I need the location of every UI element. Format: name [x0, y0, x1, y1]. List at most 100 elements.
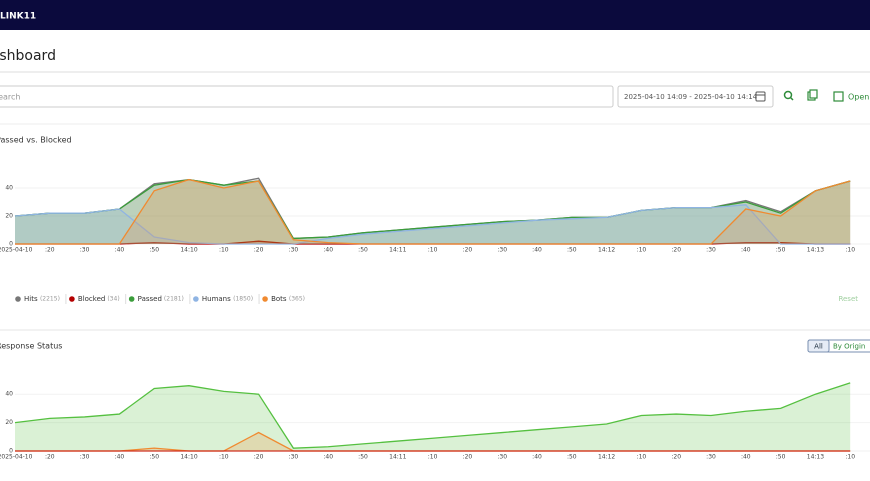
legend-swatch[interactable] [15, 296, 21, 302]
series-line [14, 204, 851, 245]
chart-title: Response Status [0, 342, 62, 351]
x-tick-label: :10 [637, 247, 647, 254]
x-tick-label: :50 [149, 247, 159, 254]
x-tick-label: :20 [45, 247, 55, 254]
page-title: Dashboard [0, 48, 56, 64]
search-input[interactable] [0, 85, 614, 108]
x-tick-label: 14:13 [807, 247, 824, 254]
button-active[interactable] [807, 339, 830, 353]
x-tick-label: 2025-04-10 [0, 454, 33, 461]
x-tick-label: 14:10 [180, 454, 197, 461]
x-tick-label: 14:12 [598, 247, 615, 254]
legend-swatch[interactable] [193, 296, 199, 302]
y-tick-label: 20 [5, 213, 13, 220]
x-tick-label: :20 [463, 247, 473, 254]
legend-count: (34) [107, 296, 119, 303]
x-tick-label: :50 [567, 247, 577, 254]
area-fill [15, 382, 851, 451]
x-tick-label: 14:11 [389, 247, 406, 254]
series-line [15, 178, 851, 245]
calendar-icon [755, 91, 766, 102]
x-tick-label: :40 [741, 454, 751, 461]
search-placeholder: Search [0, 93, 20, 102]
area-fill [15, 178, 851, 244]
y-tick-label: 40 [5, 391, 13, 398]
x-tick-label: :10 [219, 247, 229, 254]
x-tick-label: :20 [671, 247, 681, 254]
x-tick-label: :30 [80, 454, 90, 461]
y-tick-label: 0 [9, 241, 13, 248]
x-tick-label: 14:11 [389, 454, 406, 461]
reset-button[interactable]: Reset [838, 295, 858, 303]
area-fill [15, 241, 851, 244]
legend-label[interactable]: Bots [271, 295, 287, 303]
date-range: 2025-04-10 14:09 - 2025-04-10 14:14 [624, 93, 758, 101]
x-tick-label: :50 [149, 454, 159, 461]
legend-count: (2181) [164, 296, 184, 303]
legend-count: (365) [289, 296, 305, 303]
legend-swatch[interactable] [128, 296, 135, 302]
x-tick-label: :10 [845, 454, 855, 461]
x-tick-label: :30 [289, 454, 299, 461]
series-line [14, 382, 851, 449]
x-tick-label: :10 [845, 247, 855, 254]
open-button[interactable]: Open [833, 91, 869, 102]
x-tick-label: :40 [115, 247, 125, 254]
y-tick-label: 40 [5, 185, 13, 192]
x-tick-label: :10 [637, 454, 647, 461]
x-tick-label: :20 [254, 247, 264, 254]
open-label: Open [848, 93, 869, 102]
x-tick-label: :40 [115, 454, 125, 461]
x-tick-label: 14:10 [180, 247, 197, 254]
x-tick-label: :10 [428, 247, 438, 254]
x-tick-label: :30 [289, 247, 299, 254]
x-tick-label: :20 [671, 454, 681, 461]
x-tick-label: :40 [532, 247, 542, 254]
date-range-input[interactable] [617, 85, 774, 108]
x-tick-label: 14:13 [807, 454, 824, 461]
area-fill [15, 179, 851, 244]
legend-count: (1850) [233, 296, 253, 303]
x-tick-label: :40 [741, 247, 751, 254]
x-tick-label: :50 [358, 247, 368, 254]
legend-label[interactable]: Humans [202, 295, 231, 303]
button-label[interactable]: All [814, 343, 823, 351]
x-tick-label: :30 [497, 247, 507, 254]
x-tick-label: :30 [706, 247, 716, 254]
chart-title: Passed vs. Blocked [0, 136, 72, 145]
x-tick-label: :10 [219, 454, 229, 461]
x-tick-label: :40 [323, 247, 333, 254]
x-tick-label: :20 [463, 454, 473, 461]
copy-button[interactable] [807, 89, 818, 101]
brand: LINK11 [0, 12, 36, 22]
x-tick-label: :10 [428, 454, 438, 461]
x-tick-label: :50 [776, 454, 786, 461]
x-tick-label: 14:12 [598, 454, 615, 461]
button-label[interactable]: By Origin [833, 343, 865, 351]
y-tick-label: 0 [9, 448, 13, 455]
x-tick-label: :40 [323, 454, 333, 461]
top-bar [0, 0, 870, 30]
x-tick-label: :30 [80, 247, 90, 254]
x-tick-label: :20 [45, 454, 55, 461]
search-button[interactable] [783, 90, 794, 101]
legend-swatch[interactable] [262, 296, 268, 302]
legend-label[interactable]: Hits [24, 295, 38, 303]
legend-label[interactable]: Blocked [78, 295, 105, 303]
area-fill [15, 179, 851, 244]
legend-count: (2215) [40, 296, 60, 303]
x-tick-label: :30 [497, 454, 507, 461]
x-tick-label: :20 [254, 454, 264, 461]
x-tick-label: :40 [532, 454, 542, 461]
x-tick-label: :30 [706, 454, 716, 461]
area-fill [15, 204, 851, 244]
y-tick-label: 20 [5, 419, 13, 426]
legend-label[interactable]: Passed [138, 295, 162, 303]
x-tick-label: :50 [567, 454, 577, 461]
x-tick-label: :50 [776, 247, 786, 254]
legend-swatch[interactable] [69, 296, 75, 302]
x-tick-label: 2025-04-10 [0, 247, 33, 254]
x-tick-label: :50 [358, 454, 368, 461]
